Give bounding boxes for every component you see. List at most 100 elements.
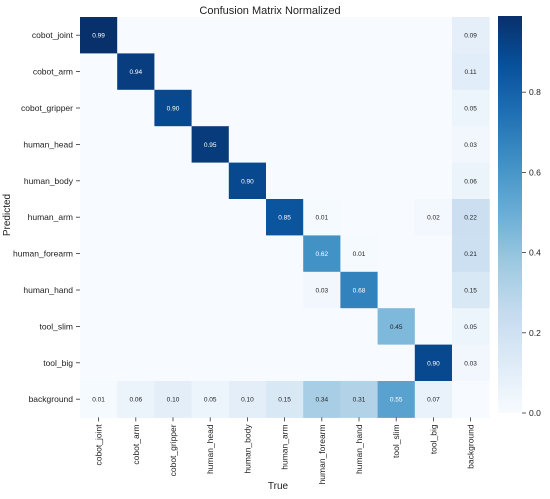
- heatmap-cell: [80, 308, 118, 346]
- heatmap-cell: [228, 162, 267, 200]
- heatmap-cell: [154, 308, 193, 346]
- y-tick-label: human_arm: [28, 212, 73, 222]
- heatmap-cell: [303, 53, 341, 91]
- heatmap-cell: [414, 271, 453, 309]
- x-tick-label: cobot_gripper: [168, 424, 178, 476]
- heatmap-cell: [266, 89, 304, 127]
- heatmap-cell: [266, 17, 304, 54]
- colorbar-tick-label: 0.2: [529, 328, 541, 338]
- heatmap-cell: [303, 162, 341, 200]
- heatmap-cell: [340, 53, 379, 91]
- heatmap-cell: [154, 381, 193, 418]
- heatmap-cell: [340, 199, 379, 236]
- heatmap-cell: [191, 89, 230, 127]
- heatmap-cell: [340, 17, 379, 54]
- heatmap-cell: [191, 162, 230, 200]
- heatmap-cell: [377, 308, 416, 346]
- heatmap-cell: [266, 344, 304, 382]
- heatmap-cell: [340, 162, 379, 200]
- heatmap-cell: [117, 53, 155, 91]
- heatmap-cell: [228, 271, 267, 309]
- heatmap-cell: [340, 235, 379, 273]
- cell-value-label: 0.09: [464, 33, 477, 40]
- cell-value-label: 0.22: [464, 215, 477, 222]
- cell-value-label: 0.01: [353, 251, 366, 258]
- y-tick-label: human_forearm: [13, 249, 73, 259]
- heatmap-cell: [452, 344, 490, 382]
- cell-value-label: 0.01: [92, 397, 105, 404]
- cell-value-label: 0.21: [464, 251, 477, 258]
- colorbar: [498, 16, 522, 413]
- heatmap-cell: [452, 126, 490, 164]
- y-tick-label: tool_big: [43, 358, 73, 368]
- y-tick-label: human_hand: [23, 285, 73, 295]
- heatmap-cell: [266, 271, 304, 309]
- cell-value-label: 0.03: [464, 360, 477, 367]
- heatmap-cell: [117, 126, 155, 164]
- heatmap-cell: [117, 235, 155, 273]
- heatmap-cell: [377, 89, 416, 127]
- heatmap-cell: [414, 53, 453, 91]
- heatmap-cell: [266, 199, 304, 236]
- cell-value-label: 0.31: [353, 397, 366, 404]
- colorbar-tick-label: 0.0: [529, 408, 541, 418]
- heatmap-cell: [414, 17, 453, 54]
- heatmap-cell: [117, 381, 155, 418]
- heatmap-cell: [266, 126, 304, 164]
- x-tick-label: background: [466, 424, 476, 469]
- heatmap-cell: [340, 344, 379, 382]
- heatmap-cell: [414, 162, 453, 200]
- cell-value-label: 0.34: [315, 397, 328, 404]
- y-tick-label: cobot_gripper: [21, 103, 73, 113]
- heatmap-cell: [303, 199, 341, 236]
- heatmap-cell: [377, 235, 416, 273]
- x-tick-label: human_head: [205, 424, 215, 474]
- cell-value-label: 0.99: [92, 33, 105, 40]
- cell-value-label: 0.90: [167, 106, 180, 113]
- heatmap-cell: [377, 126, 416, 164]
- heatmap-cell: [191, 53, 230, 91]
- heatmap-cell: [228, 381, 267, 418]
- heatmap-cell: [303, 89, 341, 127]
- heatmap-cell: [452, 199, 490, 236]
- heatmap-cell: [154, 162, 193, 200]
- colorbar-axis: 0.0 0.2 0.4 0.6 0.8: [522, 87, 541, 418]
- y-axis: cobot_joint cobot_arm cobot_gripper human_h…: [13, 30, 80, 404]
- cell-value-label: 0.05: [204, 397, 217, 404]
- heatmap-cell: [154, 17, 193, 54]
- heatmap-cell: [154, 344, 193, 382]
- x-tick-label: human_arm: [280, 424, 290, 469]
- heatmap-cell: [80, 235, 118, 273]
- x-axis-label: True: [268, 481, 289, 492]
- cell-value-label: 0.62: [315, 251, 328, 258]
- x-tick-label: tool_big: [428, 424, 438, 454]
- x-tick-label: tool_slim: [391, 424, 401, 458]
- heatmap-cell: [266, 162, 304, 200]
- heatmap-cell: [414, 308, 453, 346]
- x-tick-label: human_body: [242, 424, 252, 474]
- heatmap-cell: [377, 381, 416, 418]
- heatmap-cell: [303, 308, 341, 346]
- cell-value-label: 0.05: [464, 106, 477, 113]
- heatmap-cell: [154, 53, 193, 91]
- heatmap-cell: [191, 308, 230, 346]
- heatmap-cell: [414, 126, 453, 164]
- heatmap-cell: [117, 17, 155, 54]
- heatmap-cell: [303, 344, 341, 382]
- cell-value-label: 0.06: [464, 178, 477, 185]
- cell-value-label: 0.01: [315, 215, 328, 222]
- heatmap-cell: [228, 344, 267, 382]
- cell-value-label: 0.03: [315, 288, 328, 295]
- heatmap-cell: [414, 381, 453, 418]
- cell-value-label: 0.68: [353, 288, 366, 295]
- y-tick-label: tool_slim: [39, 321, 73, 331]
- heatmap-cell: [452, 381, 490, 418]
- heatmap-cell: [154, 89, 193, 127]
- heatmap-cell: [117, 199, 155, 236]
- cell-value-label: 0.15: [278, 397, 291, 404]
- heatmap-cell: [80, 53, 118, 91]
- y-tick-label: human_head: [23, 139, 73, 149]
- heatmap-cell: [80, 381, 118, 418]
- colorbar-tick-label: 0.8: [529, 87, 541, 97]
- heatmap-cell-labels: 0.99 0.09 0.94 0.11 0.90 0.05 0.95 0.03 0.90 0.06…: [92, 33, 477, 404]
